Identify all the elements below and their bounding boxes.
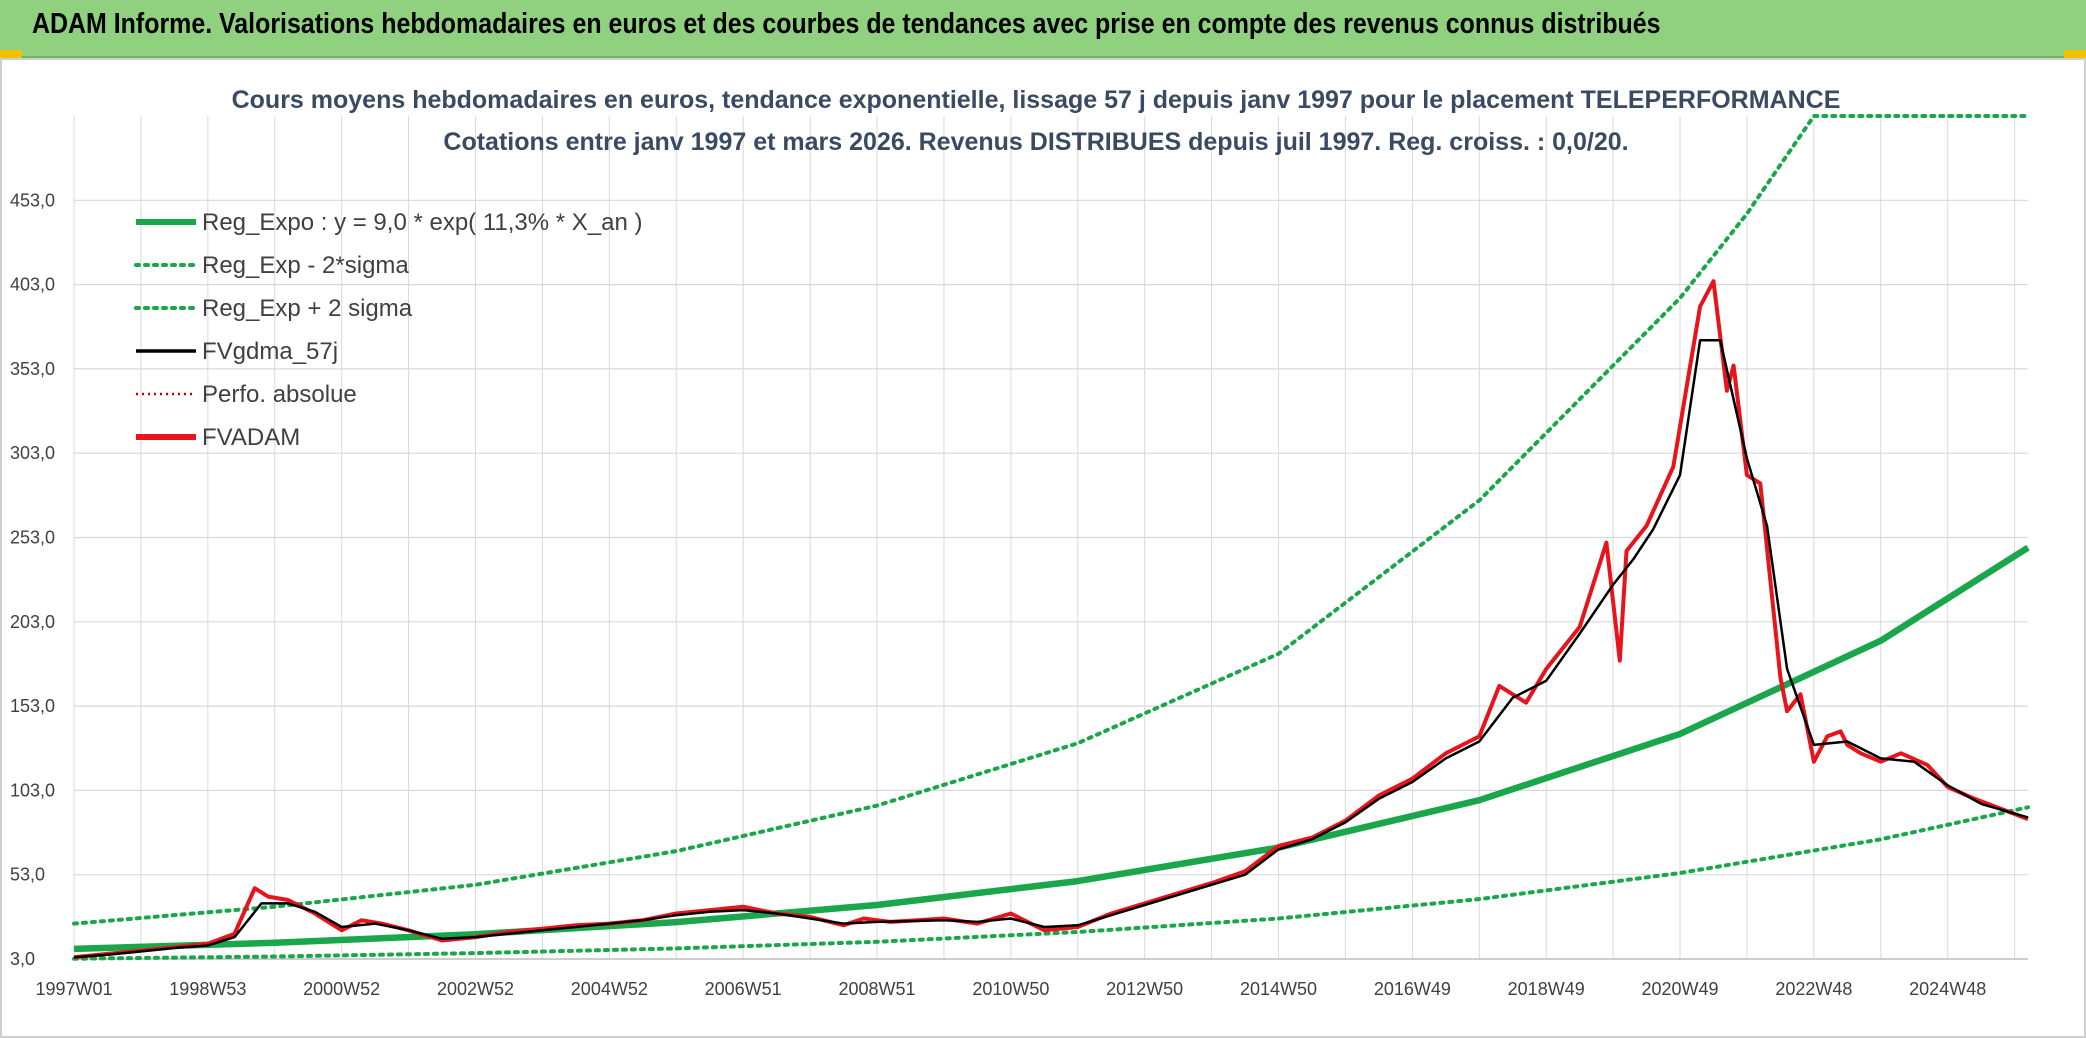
chart-subtitle: Cotations entre janv 1997 et mars 2026. … (443, 128, 1628, 156)
y-tick-label: 203,0 (10, 612, 55, 632)
series-reg-expo (73, 544, 2030, 953)
y-tick-label: 53,0 (10, 865, 45, 885)
y-tick-label: 453,0 (10, 190, 55, 210)
legend-label: Reg_Expo : y = 9,0 * exp( 11,3% * X_an ) (202, 209, 642, 236)
y-tick-label: 153,0 (10, 696, 55, 716)
x-tick-label: 2010W50 (972, 979, 1049, 999)
series-reg-exp-2-sigma (72, 805, 2030, 961)
y-tick-label: 253,0 (10, 528, 55, 548)
x-tick-label: 2000W52 (303, 979, 380, 999)
x-tick-label: 1998W53 (169, 979, 246, 999)
report-header: ADAM Informe. Valorisations hebdomadaire… (0, 0, 2086, 58)
legend-label: FVADAM (202, 424, 300, 451)
chart-frame (0, 58, 2086, 1038)
series-layer (72, 114, 2030, 961)
x-tick-label: 2016W49 (1374, 979, 1451, 999)
x-tick-label: 2012W50 (1106, 979, 1183, 999)
legend: Reg_Expo : y = 9,0 * exp( 11,3% * X_an )… (134, 209, 642, 451)
legend-label: Reg_Exp - 2*sigma (202, 252, 409, 279)
y-tick-label: 403,0 (10, 275, 55, 295)
x-tick-label: 1997W01 (35, 979, 112, 999)
report-title: ADAM Informe. Valorisations hebdomadaire… (32, 8, 1661, 40)
y-tick-label: 353,0 (10, 359, 55, 379)
y-tick-label: 103,0 (10, 780, 55, 800)
legend-label: Reg_Exp + 2 sigma (202, 295, 413, 322)
x-tick-label: 2002W52 (437, 979, 514, 999)
x-tick-label: 2004W52 (571, 979, 648, 999)
y-tick-label: 303,0 (10, 443, 55, 463)
y-tick-label: 3,0 (10, 949, 35, 969)
x-tick-label: 2014W50 (1240, 979, 1317, 999)
x-tick-label: 2024W48 (1909, 979, 1986, 999)
x-tick-label: 2022W48 (1775, 979, 1852, 999)
legend-label: FVgdma_57j (202, 338, 338, 365)
x-tick-label: 2006W51 (705, 979, 782, 999)
series-fvadam (73, 279, 2029, 960)
y-axis: 3,0 53,0 103,0 153,0 203,0 253,0 303,0 353,0 403… (10, 190, 55, 969)
x-tick-label: 2008W51 (838, 979, 915, 999)
series-reg-exp-2-sigma (72, 114, 2030, 926)
corner-marker-right (2064, 50, 2086, 58)
series-fvgdma-57j (73, 338, 2029, 959)
grid (73, 116, 2028, 960)
corner-marker-left (0, 50, 22, 58)
x-tick-label: 2020W49 (1641, 979, 1718, 999)
x-tick-label: 2018W49 (1508, 979, 1585, 999)
legend-label: Perfo. absolue (202, 381, 357, 408)
x-axis: 1997W01 1998W53 2000W52 2002W52 2004W52 2006W… (35, 979, 1986, 999)
chart-title: Cours moyens hebdomadaires en euros, ten… (232, 86, 1841, 114)
